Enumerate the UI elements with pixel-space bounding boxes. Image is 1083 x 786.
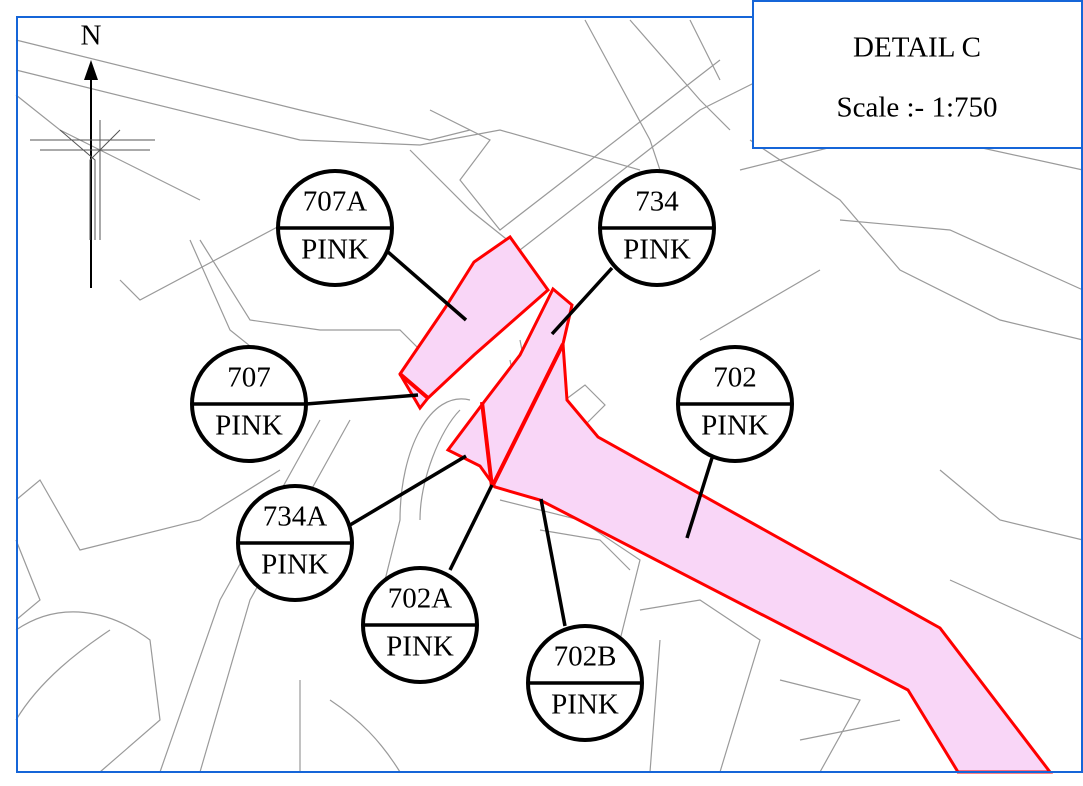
parcel-color: PINK: [701, 410, 769, 442]
parcel-number: 707: [227, 362, 271, 394]
leader-line: [550, 266, 614, 336]
parcel-color: PINK: [301, 234, 369, 266]
parcel: [398, 234, 551, 411]
frame: [16, 16, 1083, 773]
parcel-number: 702: [713, 362, 757, 394]
parcel-color: PINK: [551, 689, 619, 721]
north-arrow: N: [30, 20, 155, 288]
leader-line: [305, 393, 419, 406]
leader-line: [685, 457, 714, 539]
parcel-color: PINK: [215, 410, 283, 442]
leader-line: [539, 498, 567, 627]
parcel-color: PINK: [623, 234, 691, 266]
scale: Scale :- 1:750: [836, 92, 997, 124]
parcel-number: 734: [635, 186, 679, 218]
parcel-boundary: [398, 343, 565, 488]
north-label: N: [81, 20, 102, 52]
leader-line: [448, 484, 494, 571]
parcel-number: 734A: [263, 501, 328, 533]
parcel-number: 707A: [303, 186, 368, 218]
leader-line: [386, 250, 468, 322]
parcel-color: PINK: [386, 631, 454, 663]
parcel-color: PINK: [261, 549, 329, 581]
parcel: [445, 286, 1054, 774]
leader-line: [349, 454, 467, 527]
title: DETAIL C: [853, 32, 981, 64]
title-box: [752, 0, 1083, 149]
callouts: 707A PINK 734 PINK 707 PINK 702 PINK 734A PINK 702…: [190, 169, 794, 742]
parcels: [398, 234, 1054, 774]
parcel-number: 702A: [388, 583, 453, 615]
parcel-number: 702B: [554, 641, 617, 673]
